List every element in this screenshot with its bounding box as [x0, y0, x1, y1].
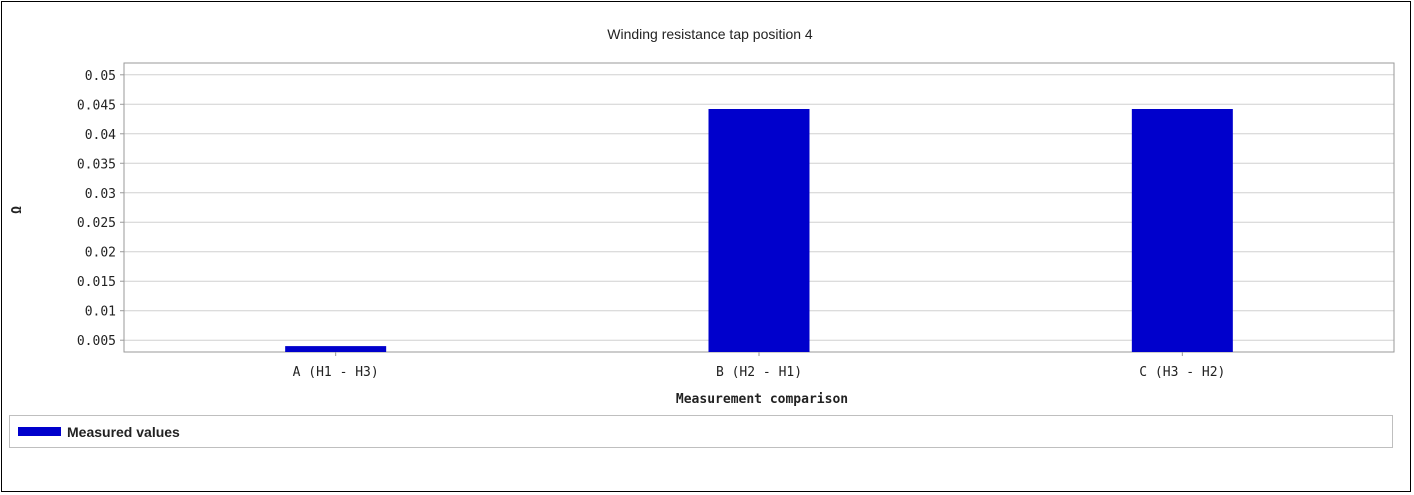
y-tick-label: 0.04: [85, 128, 116, 143]
chart-title: Winding resistance tap position 4: [607, 26, 813, 42]
bars: [285, 109, 1233, 352]
bar: [708, 109, 810, 352]
y-tick-label: 0.025: [77, 216, 116, 231]
legend: Measured values: [9, 415, 1393, 448]
y-tick-label: 0.045: [77, 98, 116, 113]
bar: [1131, 109, 1233, 352]
x-axis-label: Measurement comparison: [676, 392, 848, 407]
y-axis-label: Ω: [10, 206, 25, 214]
bar: [285, 346, 387, 352]
y-axis-ticks: 0.005 0.01 0.015 0.02 0.025 0.03 0.035 0.04 0.04…: [77, 69, 124, 349]
legend-swatch: [18, 427, 61, 436]
legend-label: Measured values: [67, 423, 180, 440]
x-tick-label: C (H3 - H2): [1139, 365, 1225, 380]
y-tick-label: 0.02: [85, 246, 116, 261]
y-tick-label: 0.03: [85, 187, 116, 202]
y-tick-label: 0.005: [77, 334, 116, 349]
x-tick-label: A (H1 - H3): [293, 365, 379, 380]
x-axis-ticks: A (H1 - H3) B (H2 - H1) C (H3 - H2): [293, 352, 1225, 380]
y-tick-label: 0.01: [85, 305, 116, 320]
x-tick-label: B (H2 - H1): [716, 365, 802, 380]
y-tick-label: 0.015: [77, 275, 116, 290]
y-tick-label: 0.035: [77, 157, 116, 172]
y-tick-label: 0.05: [85, 69, 116, 84]
